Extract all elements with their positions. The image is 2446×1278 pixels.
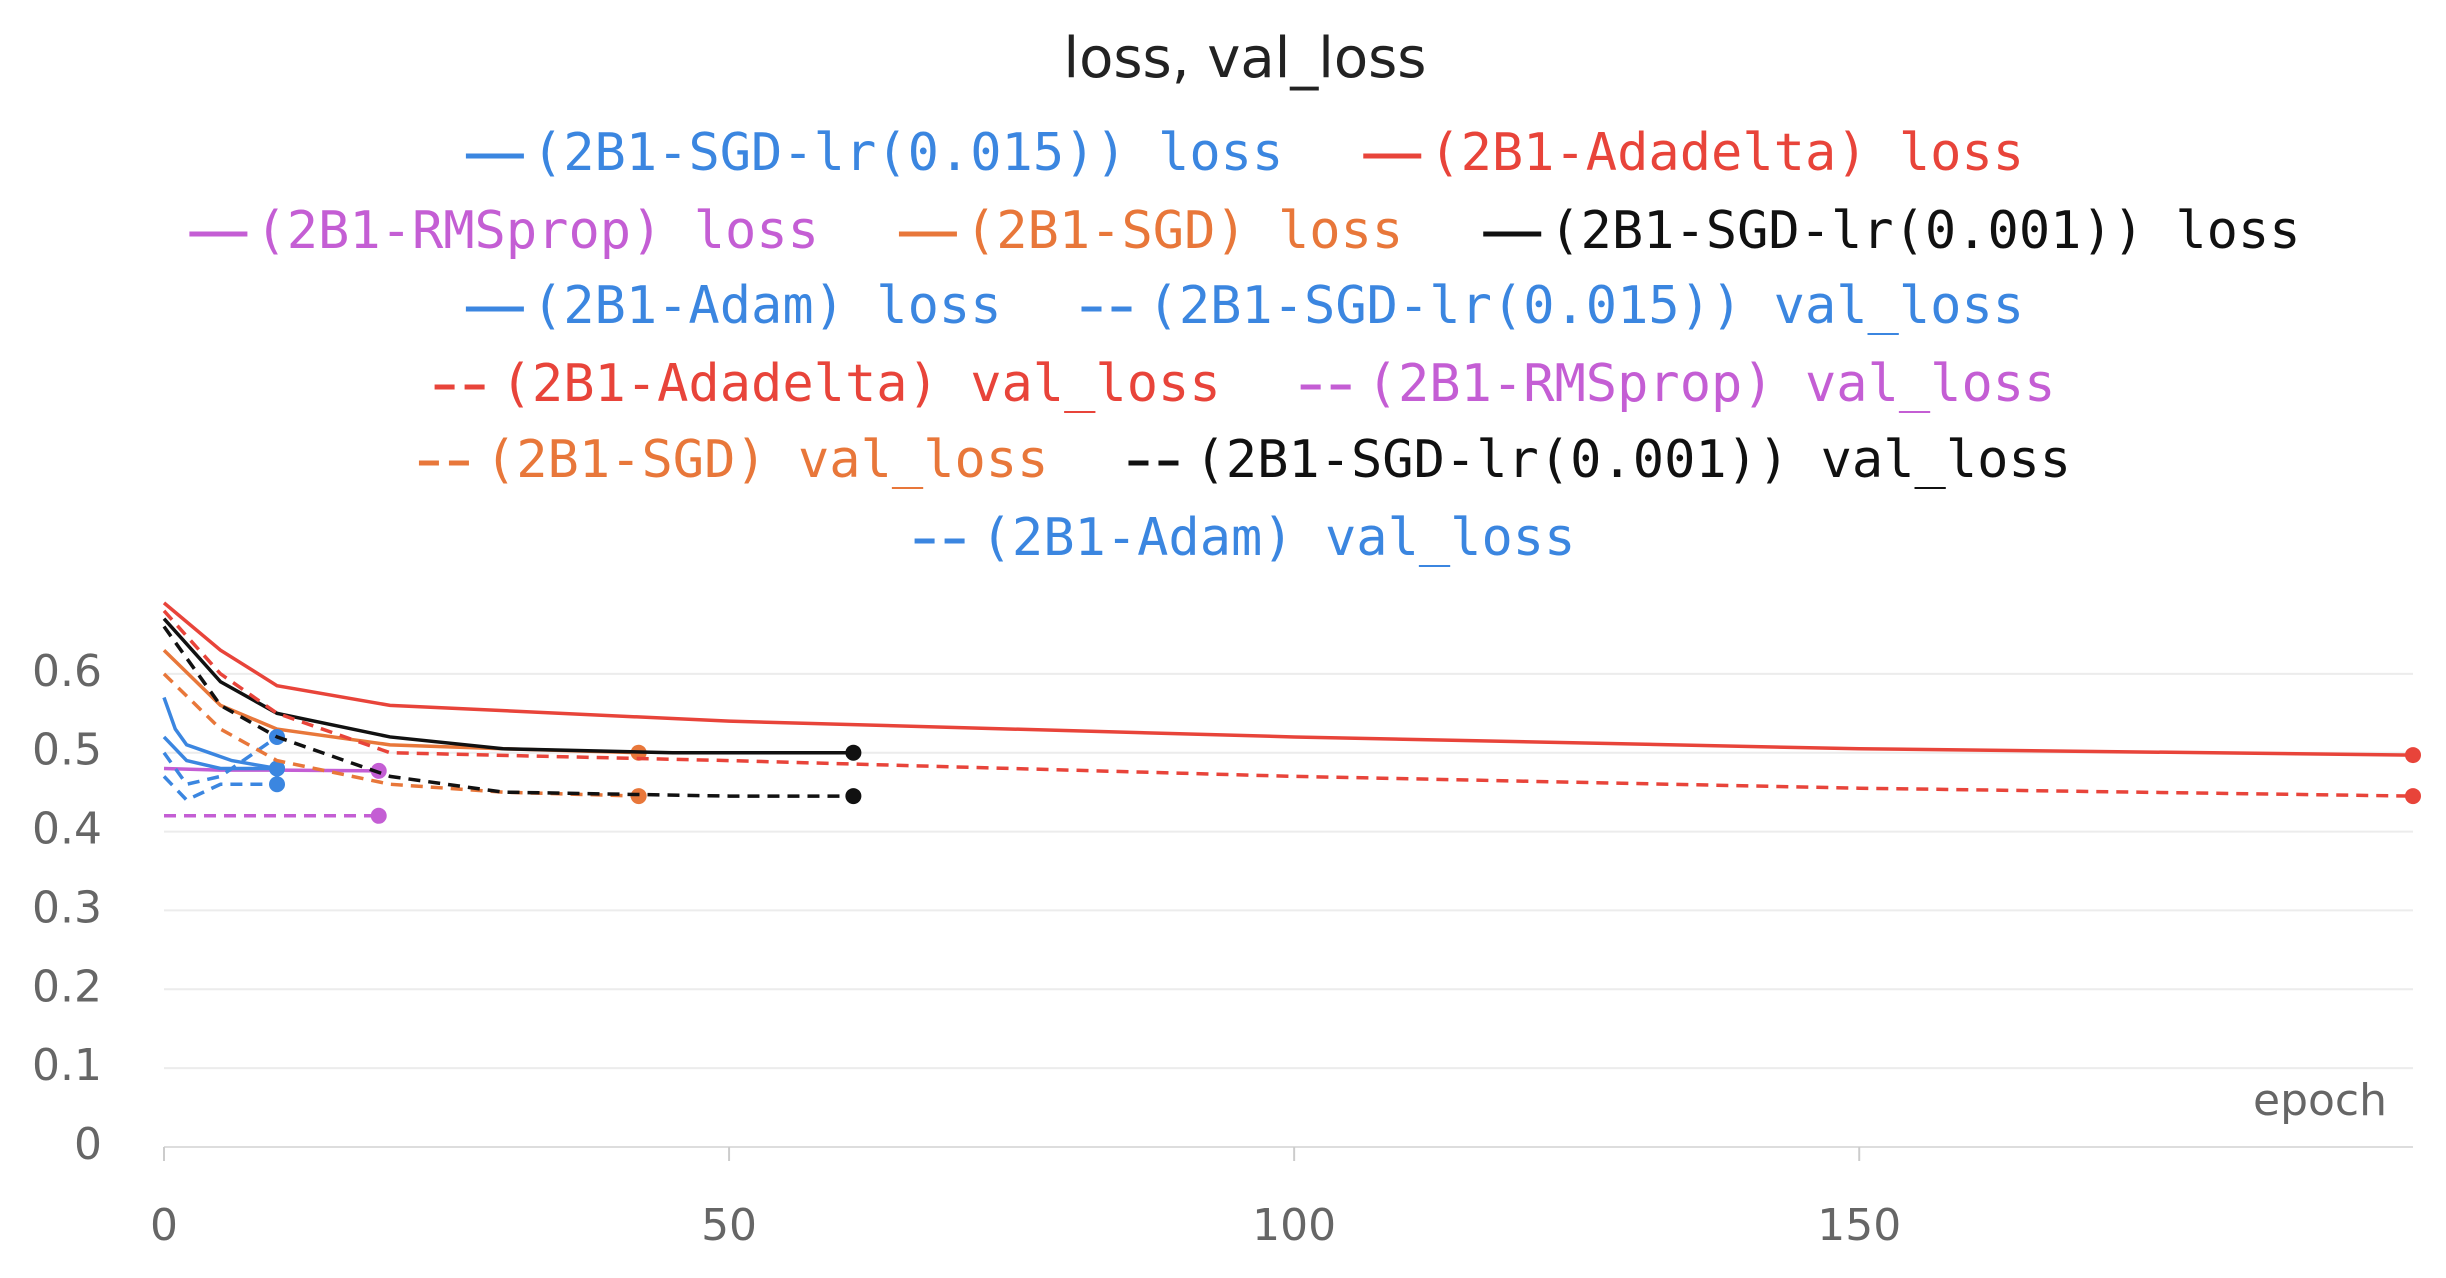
legend-label: (2B1-Adam) val_loss	[981, 508, 1576, 568]
chart-title: loss, val_loss	[1064, 26, 1427, 91]
legend-label: (2B1-SGD) loss	[965, 201, 1403, 261]
x-tick-label: 50	[701, 1200, 757, 1251]
end-marker	[845, 744, 862, 761]
y-tick-label: 0.6	[32, 646, 102, 697]
legend-label: (2B1-Adadelta) val_loss	[501, 354, 1221, 414]
legend-label: (2B1-Adadelta) loss	[1429, 123, 2024, 183]
legend-label: (2B1-SGD-lr(0.001)) loss	[1549, 201, 2300, 261]
series-line	[162, 775, 278, 803]
end-marker	[2405, 788, 2421, 805]
legend-row: (2B1-SGD) val_loss (2B1-SGD-lr(0.001)) va…	[418, 430, 2071, 490]
legend-label: (2B1-SGD-lr(0.015)) val_loss	[1148, 276, 2025, 336]
end-marker	[845, 788, 862, 805]
end-marker	[2405, 747, 2421, 764]
end-marker	[269, 760, 286, 777]
y-tick-label: 0.2	[32, 961, 102, 1012]
y-tick-label: 0	[74, 1119, 102, 1170]
y-tick-label: 0.3	[32, 882, 102, 933]
x-tick-label: 150	[1817, 1200, 1901, 1251]
series-line	[162, 601, 2414, 757]
series-line	[162, 625, 854, 798]
y-tick-label: 0.1	[32, 1040, 102, 1091]
y-tick-label: 0.5	[32, 725, 102, 776]
legend-row: (2B1-SGD-lr(0.015)) loss (2B1-Adadelta) l…	[465, 123, 2024, 183]
series-line	[162, 617, 854, 755]
legend-label: (2B1-RMSprop) val_loss	[1367, 354, 2056, 414]
series-line	[162, 609, 2414, 798]
x-tick-label: 0	[150, 1200, 178, 1251]
legend-label: (2B1-SGD) val_loss	[485, 430, 1049, 490]
legend-row: (2B1-Adadelta) val_loss (2B1-RMSprop) val…	[434, 354, 2056, 414]
legend-label: (2B1-SGD-lr(0.015)) loss	[532, 123, 1283, 183]
series-line	[162, 672, 639, 798]
legend-row: (2B1-Adam) val_loss	[914, 508, 1576, 568]
end-marker	[269, 776, 286, 793]
legend-label: (2B1-Adam) loss	[532, 276, 1002, 336]
end-marker	[370, 807, 387, 824]
series-line	[162, 735, 279, 787]
series-line	[162, 735, 278, 771]
x-tick-label: 100	[1252, 1200, 1336, 1251]
x-axis-label: epoch	[2253, 1075, 2387, 1126]
legend-label: (2B1-RMSprop) loss	[255, 201, 819, 261]
legend-row: (2B1-RMSprop) loss (2B1-SGD) loss (2B1-SGD…	[189, 201, 2301, 261]
series-line	[162, 696, 278, 771]
y-tick-label: 0.4	[32, 804, 102, 855]
legend-row: (2B1-Adam) loss (2B1-SGD-lr(0.015)) val_l…	[465, 276, 2025, 336]
legend-label: (2B1-SGD-lr(0.001)) val_loss	[1194, 430, 2071, 490]
